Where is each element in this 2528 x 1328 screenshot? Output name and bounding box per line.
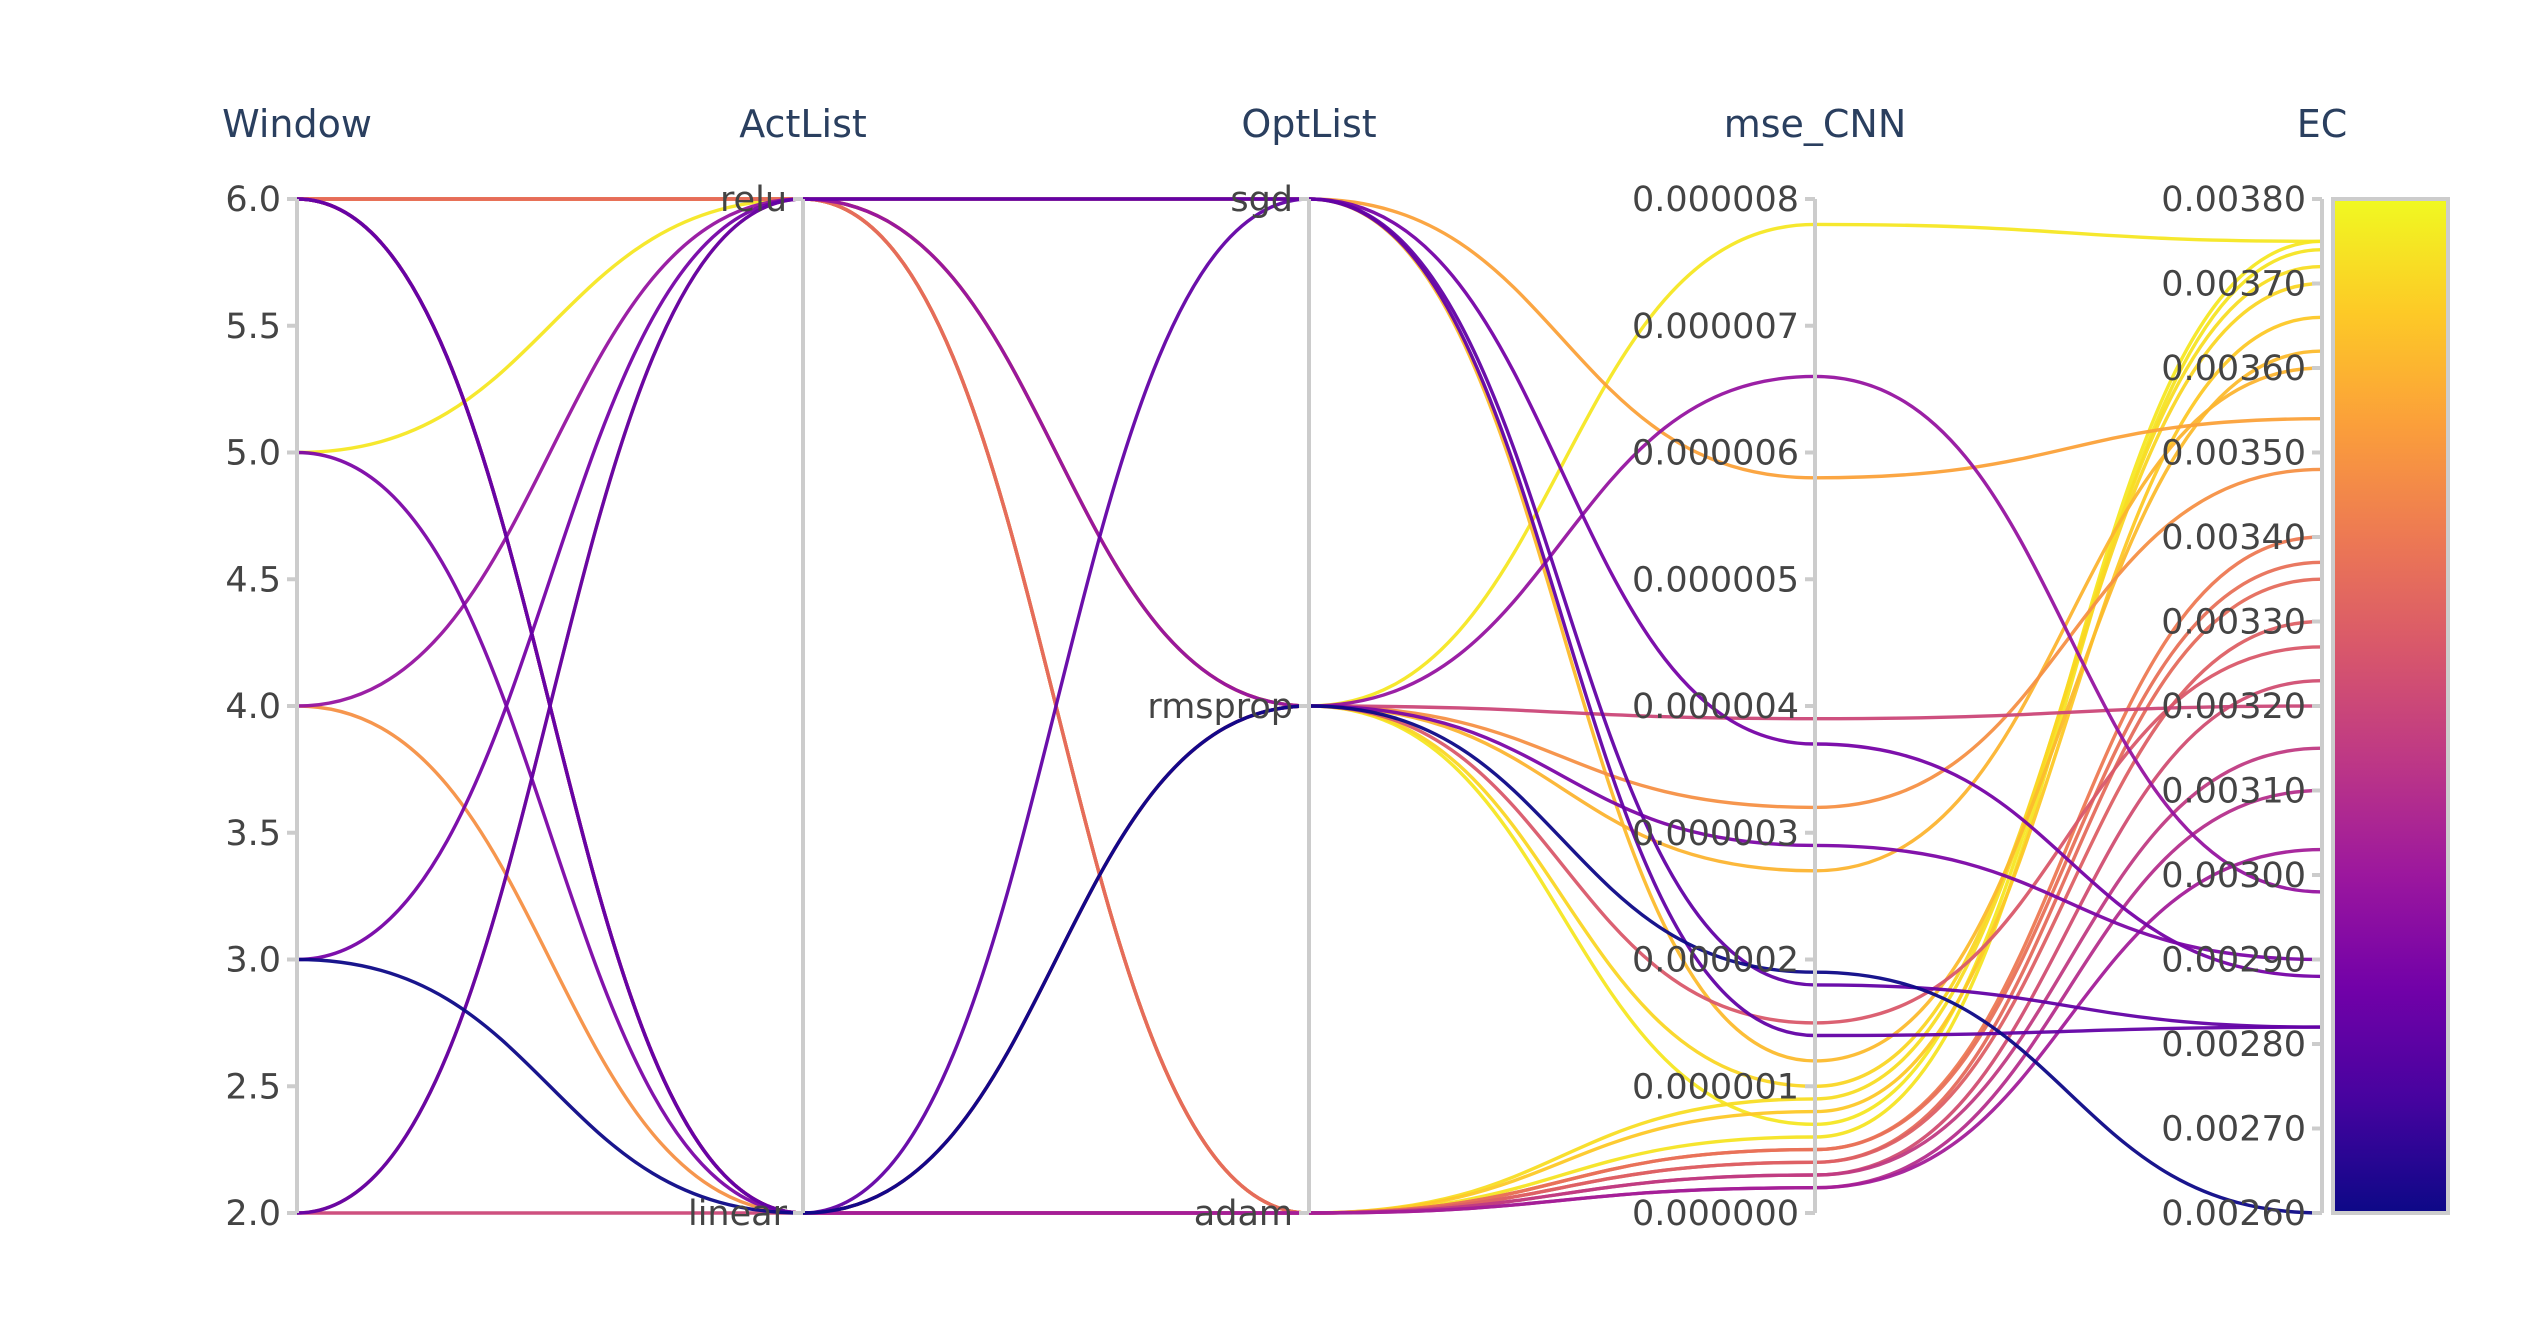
axis-act: ActList linear relu	[688, 102, 867, 1234]
data-line-21	[297, 197, 2323, 1215]
tick-label-ec: 0.00260	[2161, 1194, 2306, 1234]
tick-label-window: 2.0	[225, 1194, 281, 1234]
tick-label-window: 6.0	[225, 180, 281, 220]
axis-title-mse: mse_CNN	[1724, 102, 1907, 146]
tick-label-ec: 0.00280	[2161, 1025, 2306, 1065]
tick-label-opt: sgd	[1230, 180, 1293, 220]
tick-label-ec: 0.00310	[2161, 772, 2306, 812]
tick-label-mse: 0.000005	[1632, 560, 1799, 600]
data-line-2	[296, 197, 2323, 1215]
tick-label-opt: rmsprop	[1147, 687, 1293, 727]
axis-opt: OptList adam rmsprop sgd	[1147, 102, 1376, 1234]
tick-label-window: 5.0	[225, 434, 281, 474]
colorbar-gradient	[2333, 199, 2448, 1213]
colorbar-outline	[2331, 197, 2450, 1215]
tick-label-mse: 0.000001	[1632, 1067, 1799, 1107]
tick-label-mse: 0.000000	[1632, 1194, 1799, 1234]
colorbar	[2331, 197, 2450, 1215]
tick-label-act: relu	[720, 180, 787, 220]
tick-label-ec: 0.00380	[2161, 180, 2306, 220]
tick-label-mse: 0.000002	[1632, 941, 1799, 981]
tick-label-window: 4.5	[225, 560, 281, 600]
tick-label-opt: adam	[1194, 1194, 1293, 1234]
axis-title-window: Window	[222, 102, 372, 146]
tick-label-window: 4.0	[225, 687, 281, 727]
tick-label-ec: 0.00300	[2161, 856, 2306, 896]
axis-title-opt: OptList	[1241, 102, 1376, 146]
axes: Window 2.0 2.5 3.0 3.5 4.0 4.5 5.0 5.5 6.0 ActList…	[222, 102, 2347, 1234]
tick-label-mse: 0.000008	[1632, 180, 1799, 220]
tick-label-window: 5.5	[225, 307, 281, 347]
tick-label-mse: 0.000006	[1632, 434, 1799, 474]
data-line-8	[296, 704, 2323, 1215]
tick-label-act: linear	[688, 1194, 788, 1234]
axis-ec: EC 0.00260 0.00270 0.00280 0.00290 0.00300 0.0…	[2161, 102, 2347, 1234]
axis-title-act: ActList	[739, 102, 867, 146]
tick-label-ec: 0.00320	[2161, 687, 2306, 727]
axis-window: Window 2.0 2.5 3.0 3.5 4.0 4.5 5.0 5.5 6.0	[222, 102, 372, 1234]
tick-label-window: 3.0	[225, 941, 281, 981]
tick-label-window: 3.5	[225, 814, 281, 854]
tick-label-window: 2.5	[225, 1067, 281, 1107]
tick-label-ec: 0.00290	[2161, 941, 2306, 981]
tick-label-ec: 0.00350	[2161, 434, 2306, 474]
tick-label-ec: 0.00360	[2161, 349, 2306, 389]
tick-label-ec: 0.00340	[2161, 518, 2306, 558]
tick-label-mse: 0.000004	[1632, 687, 1799, 727]
axis-mse: mse_CNN 0.000000 0.000001 0.000002 0.000003 0…	[1632, 102, 1906, 1234]
tick-label-ec: 0.00370	[2161, 265, 2306, 305]
tick-label-mse: 0.000003	[1632, 814, 1799, 854]
tick-label-ec: 0.00270	[2161, 1110, 2306, 1150]
axis-title-ec: EC	[2297, 102, 2348, 146]
tick-label-mse: 0.000007	[1632, 307, 1799, 347]
tick-label-ec: 0.00330	[2161, 603, 2306, 643]
